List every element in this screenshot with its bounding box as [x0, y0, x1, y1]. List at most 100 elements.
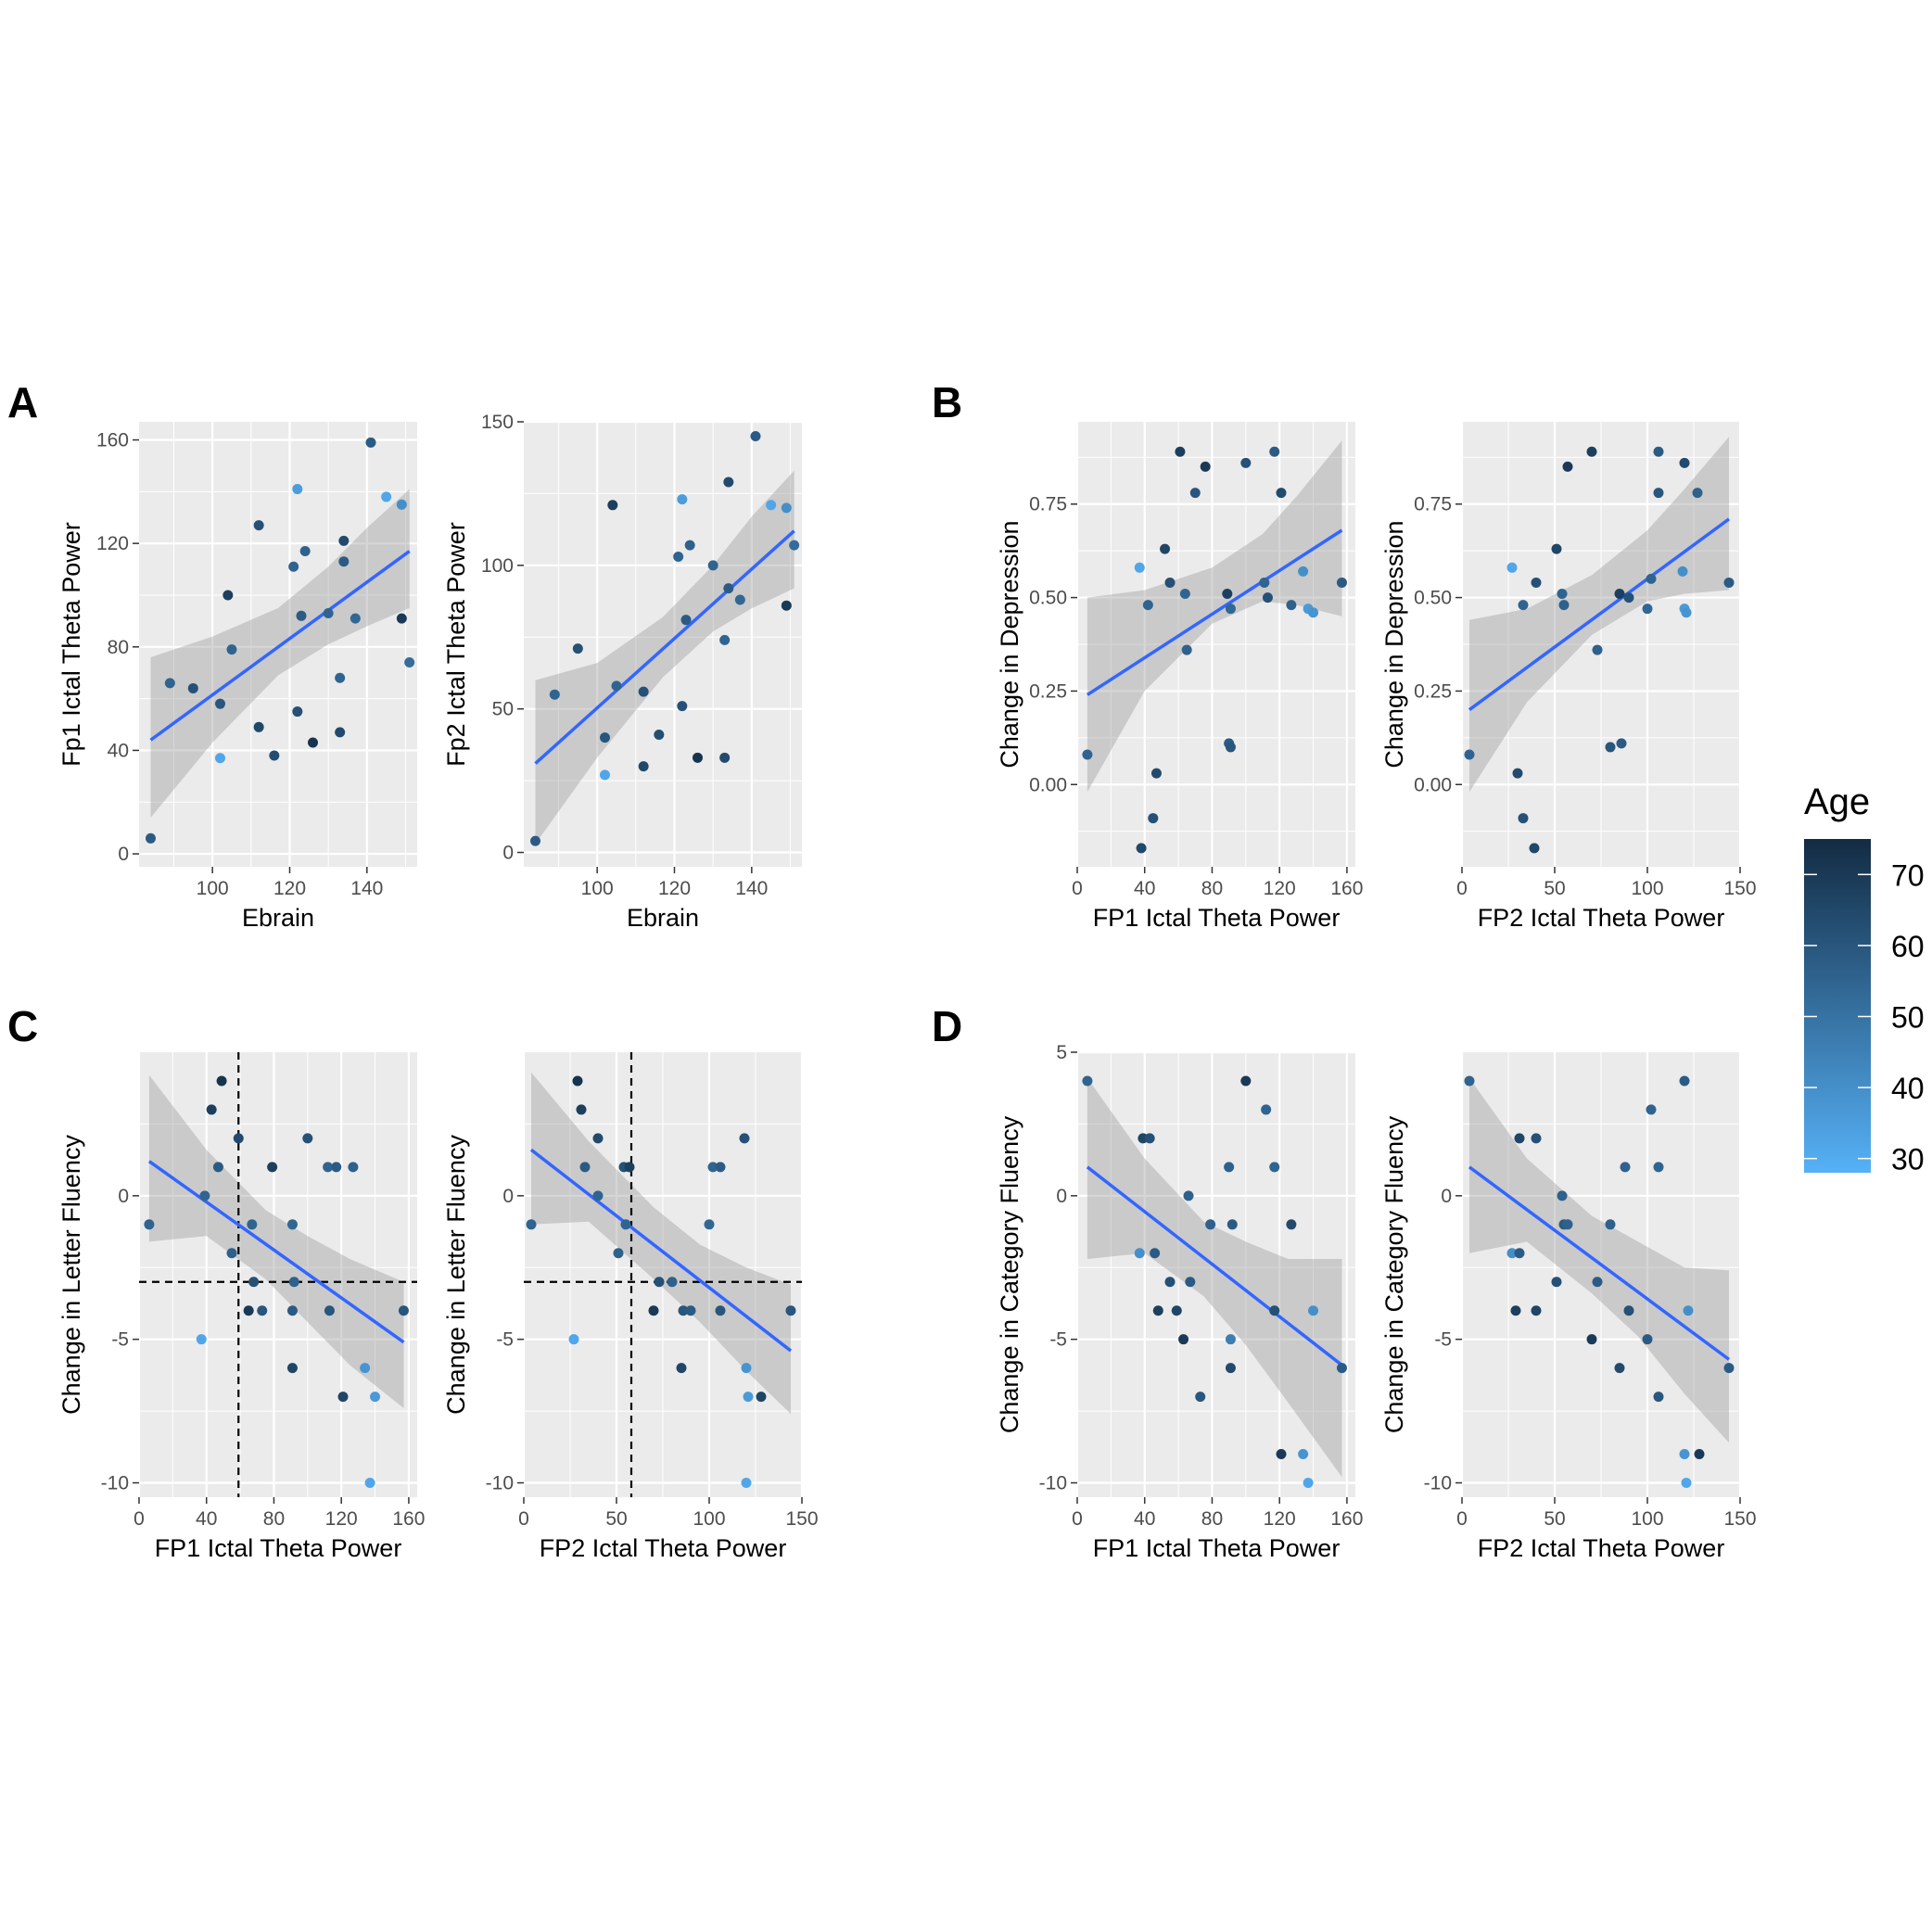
- data-point: [613, 1248, 624, 1259]
- data-point: [1653, 446, 1664, 457]
- x-tick-label: 50: [1544, 1508, 1565, 1530]
- confidence-band: [531, 1072, 791, 1415]
- y-tick-label: -10: [101, 1473, 129, 1494]
- data-point: [1653, 1392, 1664, 1403]
- data-point: [1224, 1162, 1235, 1173]
- panel-letter-c: C: [7, 1002, 38, 1050]
- data-point: [1276, 1449, 1287, 1460]
- data-point: [1269, 1162, 1280, 1173]
- y-tick-label: 0: [502, 843, 514, 864]
- data-point: [1562, 1219, 1573, 1230]
- x-tick-label: 80: [1201, 878, 1223, 899]
- data-point: [1225, 1334, 1236, 1345]
- data-point: [1614, 1363, 1625, 1374]
- data-point: [1269, 446, 1280, 457]
- y-tick-label: 80: [108, 637, 129, 658]
- data-point: [286, 1363, 298, 1374]
- confidence-band: [148, 1074, 404, 1408]
- x-tick-label: 160: [392, 1508, 425, 1530]
- legend-title: Age: [1804, 782, 1870, 822]
- data-point: [1164, 1277, 1176, 1288]
- data-point: [323, 608, 334, 619]
- legend-tick-label: 40: [1891, 1072, 1925, 1105]
- data-point: [292, 706, 303, 718]
- data-point: [638, 761, 649, 772]
- y-tick-label: -5: [111, 1329, 129, 1351]
- data-point: [296, 610, 307, 621]
- data-point: [233, 1133, 244, 1144]
- data-point: [1558, 600, 1570, 611]
- data-point: [216, 1075, 227, 1087]
- panel-letter-b: B: [932, 378, 962, 426]
- data-point: [1646, 1104, 1657, 1115]
- data-point: [1586, 446, 1597, 457]
- data-point: [715, 1162, 726, 1173]
- data-point: [1681, 607, 1692, 618]
- data-point: [1592, 644, 1603, 655]
- data-point: [338, 535, 350, 546]
- subplot-5: 0 40 80 120 160 -10 -5 0 FP1 Ictal Theta Power Ch…: [57, 1052, 425, 1562]
- data-point: [1152, 1305, 1163, 1316]
- data-point: [1653, 488, 1664, 499]
- y-tick-label: -10: [486, 1473, 514, 1494]
- subplot-6: 0 50 100 150 -10 -5 0 FP2 Ictal Theta Power Chan…: [442, 1052, 819, 1562]
- data-point: [1723, 577, 1735, 588]
- data-point: [1225, 604, 1236, 615]
- data-point: [1225, 1363, 1236, 1374]
- data-point: [1144, 1133, 1155, 1144]
- data-point: [1623, 592, 1634, 604]
- data-point: [396, 613, 407, 624]
- data-point: [572, 1075, 583, 1087]
- data-point: [750, 430, 761, 441]
- data-point: [1082, 749, 1093, 760]
- data-point: [253, 721, 264, 732]
- data-point: [348, 1162, 359, 1173]
- data-point: [323, 1162, 334, 1173]
- y-axis-title: Change in Letter Fluency: [57, 1135, 85, 1415]
- x-tick-label: 0: [1072, 1508, 1083, 1530]
- x-tick-label: 140: [350, 878, 383, 899]
- data-point: [1679, 1075, 1690, 1087]
- data-point: [568, 1334, 579, 1345]
- data-point: [654, 730, 665, 741]
- data-point: [164, 678, 175, 689]
- data-point: [1189, 488, 1201, 499]
- data-point: [1592, 1277, 1603, 1288]
- x-tick-label: 100: [197, 878, 229, 899]
- data-point: [600, 769, 610, 781]
- y-tick-label: 150: [481, 412, 514, 433]
- x-tick-label: 140: [735, 878, 768, 899]
- data-point: [723, 477, 734, 488]
- regression-line: [1468, 1165, 1731, 1361]
- y-tick-label: 0: [1056, 1186, 1067, 1207]
- x-tick-label: 100: [581, 878, 614, 899]
- data-point: [215, 753, 225, 764]
- y-tick-label: 0.75: [1414, 494, 1452, 515]
- age-colorbar: [1804, 839, 1871, 1173]
- data-point: [1336, 1363, 1347, 1374]
- data-point: [1136, 843, 1147, 854]
- data-point: [1512, 768, 1523, 779]
- data-point: [648, 1305, 659, 1316]
- data-point: [734, 594, 745, 605]
- data-point: [1620, 1162, 1631, 1173]
- data-point: [253, 520, 264, 531]
- y-tick-label: 160: [96, 430, 129, 451]
- data-point: [1506, 1248, 1518, 1259]
- data-point: [1222, 589, 1233, 600]
- data-point: [1683, 1305, 1694, 1316]
- y-tick-label: 0.25: [1414, 680, 1452, 702]
- subplot-8: 0 50 100 150 -10 -5 0 FP2 Ictal Theta Power Chan…: [1380, 1052, 1757, 1562]
- y-tick-label: 0: [118, 844, 129, 865]
- data-point: [739, 1133, 750, 1144]
- regression-line: [147, 1160, 405, 1344]
- x-axis-title: FP2 Ictal Theta Power: [540, 1534, 787, 1562]
- data-point: [1464, 1075, 1475, 1087]
- data-point: [607, 500, 618, 511]
- x-axis-title: FP1 Ictal Theta Power: [1093, 1534, 1341, 1562]
- data-point: [680, 615, 692, 626]
- y-tick-label: 0: [118, 1186, 129, 1207]
- data-point: [1529, 843, 1540, 854]
- data-point: [1616, 738, 1627, 749]
- regression-line: [529, 1148, 793, 1353]
